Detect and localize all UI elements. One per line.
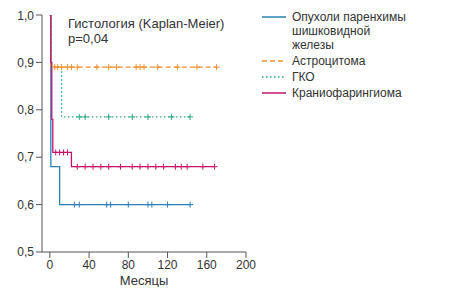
svg-text:200: 200 xyxy=(236,258,256,272)
svg-text:0,9: 0,9 xyxy=(17,56,34,70)
svg-text:1,0: 1,0 xyxy=(17,9,34,23)
svg-text:0,6: 0,6 xyxy=(17,198,34,212)
html-text:ГКО: ГКО xyxy=(292,70,315,84)
svg-text:0,7: 0,7 xyxy=(17,150,34,164)
svg-text:40: 40 xyxy=(82,258,96,272)
html-text:Опухоли паренхимы шишковидной: Опухоли паренхимы шишковидной железы xyxy=(292,10,406,52)
svg-text:0,5: 0,5 xyxy=(17,245,34,259)
html-text:Краниофарингиома: Краниофарингиома xyxy=(292,86,402,100)
svg-text:80: 80 xyxy=(122,258,136,272)
html-text:p=0,04: p=0,04 xyxy=(68,31,109,46)
html-text:Астроцитома: Астроцитома xyxy=(292,54,366,68)
svg-text:120: 120 xyxy=(158,258,178,272)
svg-text:0: 0 xyxy=(47,258,54,272)
html-text:Гистология (Kaplan-Meier): Гистология (Kaplan-Meier) xyxy=(68,16,225,31)
svg-text:Месяцы: Месяцы xyxy=(120,273,169,287)
svg-text:0,8: 0,8 xyxy=(17,103,34,117)
svg-text:160: 160 xyxy=(197,258,217,272)
